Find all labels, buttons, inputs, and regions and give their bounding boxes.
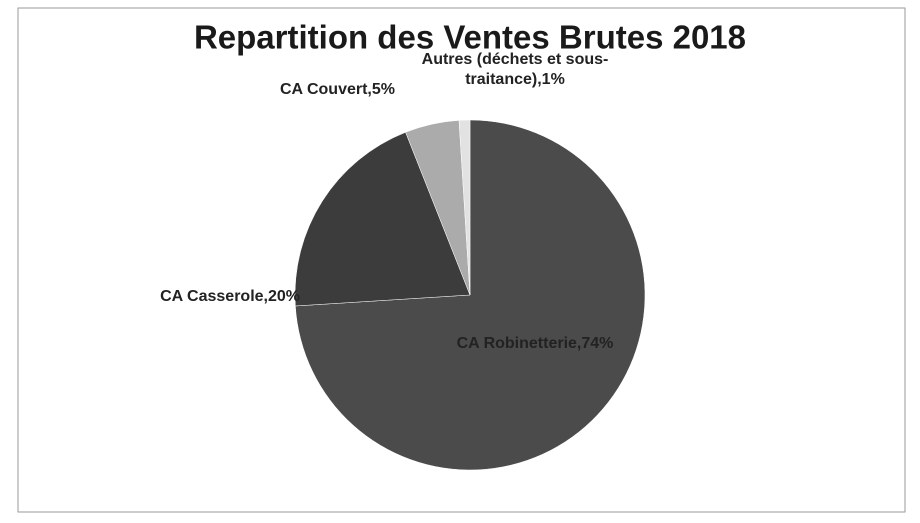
- pie-slice: [458, 119, 471, 296]
- slice-value: ,1%: [537, 71, 565, 88]
- data-label: Autres (déchets et sous-traitance),1%: [420, 50, 610, 90]
- slice-category: CA Couvert: [280, 81, 368, 98]
- pie-slice: [294, 131, 471, 307]
- slice-category: Autres (déchets et sous-traitance): [421, 51, 609, 88]
- slice-value: ,20%: [263, 288, 300, 305]
- slice-category: CA Robinetterie: [456, 335, 577, 352]
- slice-value: ,74%: [576, 335, 614, 352]
- data-label: CA Robinetterie,74%: [440, 334, 630, 354]
- data-label: CA Couvert,5%: [280, 80, 450, 100]
- slice-category: CA Casserole: [160, 288, 264, 305]
- slice-value: ,5%: [367, 81, 395, 98]
- data-label: CA Casserole,20%: [60, 287, 300, 307]
- chart-title: Repartition des Ventes Brutes 2018: [194, 19, 746, 56]
